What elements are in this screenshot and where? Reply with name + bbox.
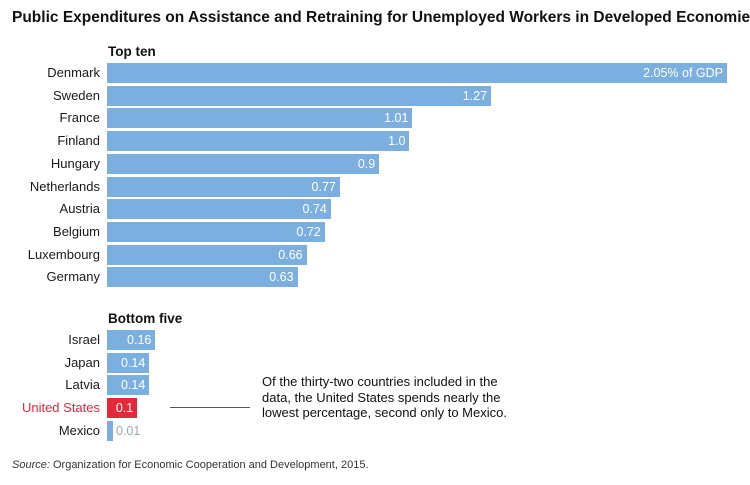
value-label-finland: 1.0	[388, 134, 406, 148]
value-label-austria: 0.74	[302, 202, 327, 216]
value-label-sweden: 1.27	[462, 89, 488, 103]
category-label-united-states: United States	[21, 400, 100, 415]
value-label-netherlands: 0.77	[311, 180, 336, 194]
category-label-austria: Austria	[59, 201, 100, 216]
category-label-france: France	[59, 110, 100, 125]
category-label-netherlands: Netherlands	[29, 179, 100, 194]
value-label-france: 1.01	[384, 111, 409, 125]
bar-finland	[107, 131, 410, 151]
category-label-mexico: Mexico	[58, 423, 100, 438]
bar-israel	[107, 330, 156, 350]
source-note: Source: Organization for Economic Cooper…	[12, 459, 369, 471]
value-label-israel: 0.16	[127, 333, 152, 347]
bar-latvia	[107, 375, 150, 395]
category-label-denmark: Denmark	[47, 65, 100, 80]
group-label-bottom-five: Bottom five	[108, 311, 183, 326]
value-label-germany: 0.63	[269, 270, 294, 284]
value-label-luxembourg: 0.66	[278, 248, 303, 262]
bar-sweden	[107, 86, 492, 106]
category-label-israel: Israel	[68, 332, 100, 347]
value-label-hungary: 0.9	[357, 157, 376, 171]
category-label-latvia: Latvia	[65, 377, 100, 392]
value-label-denmark: 2.05% of GDP	[643, 66, 723, 80]
category-label-sweden: Sweden	[53, 88, 100, 103]
source-prefix: Source:	[12, 459, 50, 471]
value-label-united-states: 0.1	[115, 401, 134, 415]
bar-luxembourg	[107, 245, 307, 265]
category-label-belgium: Belgium	[53, 224, 100, 239]
category-label-luxembourg: Luxembourg	[27, 247, 100, 262]
bar-netherlands	[107, 177, 340, 197]
bar-mexico	[107, 421, 113, 441]
annotation-leader-line	[170, 407, 250, 408]
category-label-finland: Finland	[57, 133, 100, 148]
bar-hungary	[107, 154, 380, 174]
bar-belgium	[107, 222, 325, 242]
category-label-hungary: Hungary	[50, 156, 100, 171]
source-text: Organization for Economic Cooperation an…	[49, 459, 369, 471]
bar-austria	[107, 199, 331, 219]
group-label-top-ten: Top ten	[108, 44, 156, 59]
category-label-germany: Germany	[46, 269, 100, 284]
bar-france	[107, 108, 413, 128]
chart-title: Public Expenditures on Assistance and Re…	[12, 9, 750, 26]
value-label-mexico: 0.01	[116, 424, 141, 438]
chart-annotation: Of the thirty-two countries included in …	[262, 374, 507, 420]
bar-japan	[107, 353, 150, 373]
bar-denmark	[107, 63, 727, 83]
category-label-japan: Japan	[64, 355, 100, 370]
value-label-belgium: 0.72	[296, 225, 321, 239]
value-label-japan: 0.14	[121, 356, 146, 370]
bar-united-states	[107, 398, 138, 418]
bar-germany	[107, 267, 298, 287]
value-label-latvia: 0.14	[121, 378, 146, 392]
